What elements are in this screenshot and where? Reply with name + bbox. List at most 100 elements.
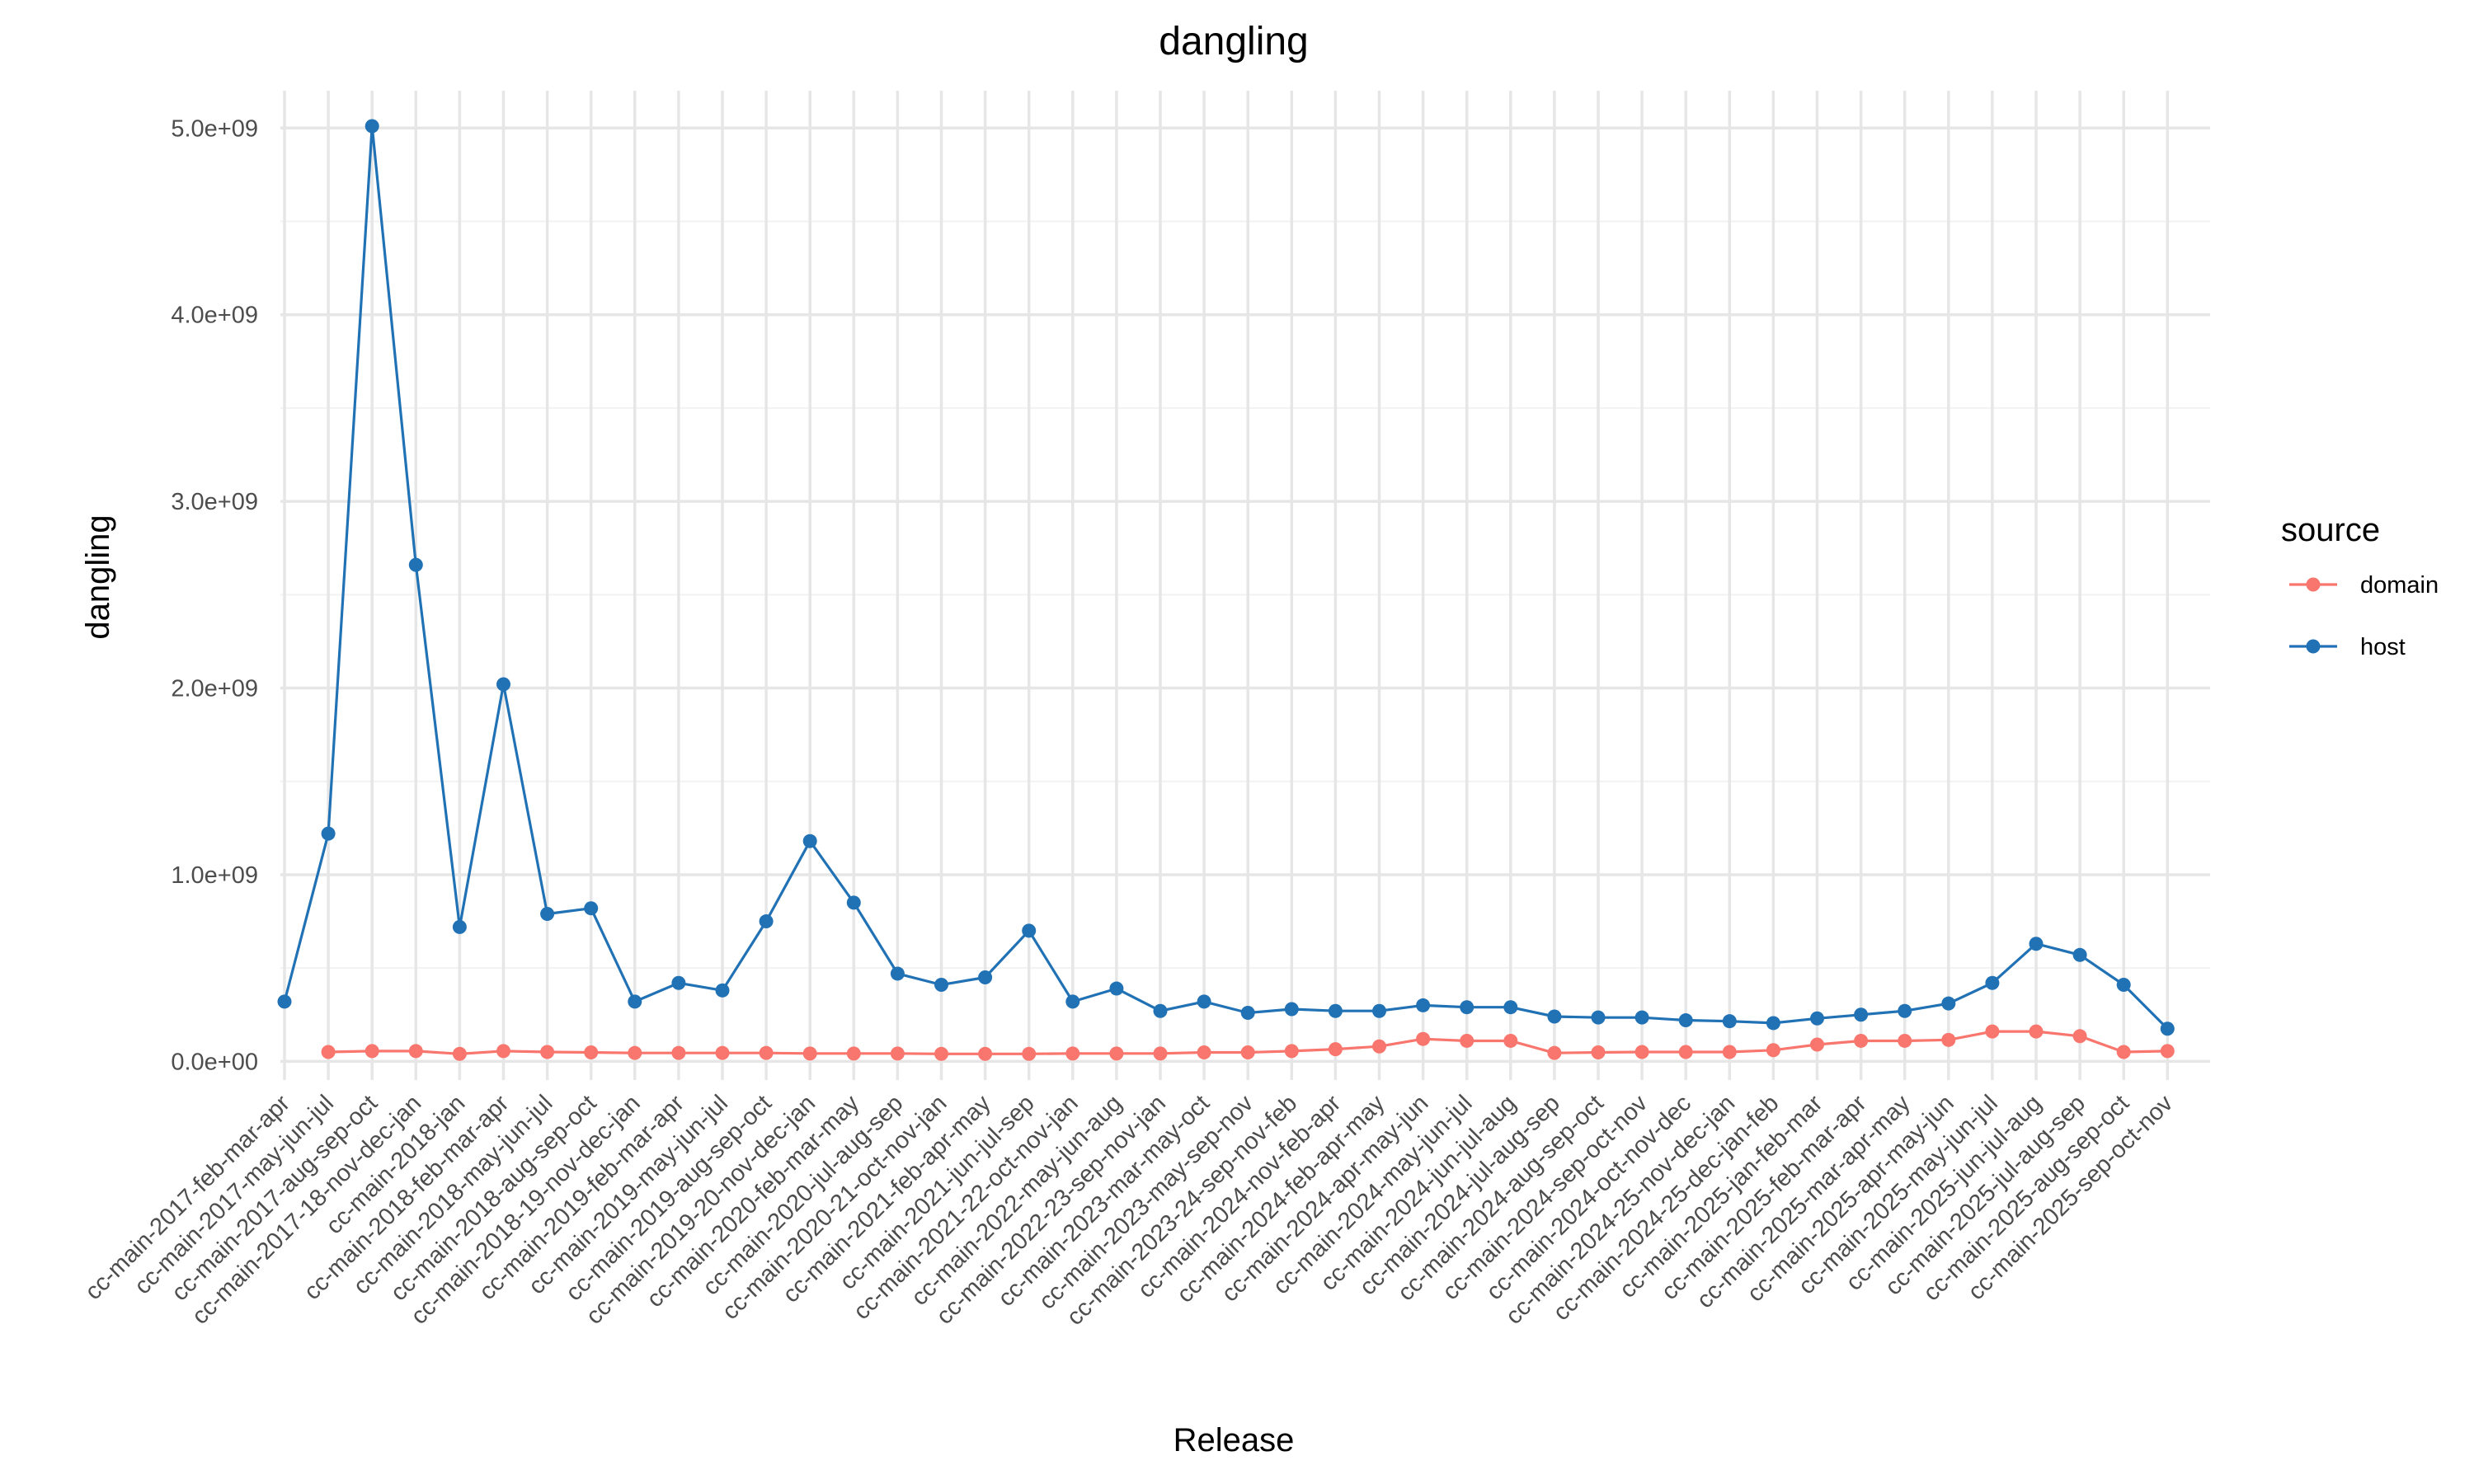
series-host <box>277 119 2175 1036</box>
data-point-host <box>1328 1003 1343 1018</box>
data-point-domain <box>1372 1039 1386 1054</box>
data-point-domain <box>1766 1043 1780 1058</box>
y-tick-label: 1.0e+09 <box>171 862 258 889</box>
data-point-host <box>846 895 861 910</box>
data-point-host <box>2160 1021 2175 1036</box>
data-point-host <box>496 677 510 692</box>
y-axis-title: dangling <box>80 514 116 639</box>
data-point-domain <box>321 1045 336 1059</box>
data-point-domain <box>1284 1044 1299 1059</box>
data-point-domain <box>1810 1037 1824 1052</box>
series-layer <box>277 119 2175 1061</box>
data-point-domain <box>1941 1032 1956 1047</box>
data-point-host <box>715 983 730 998</box>
data-point-host <box>408 557 423 572</box>
data-point-host <box>1284 1002 1299 1017</box>
data-point-host <box>321 826 336 841</box>
data-point-host <box>1854 1007 1869 1022</box>
legend-label: domain <box>2360 572 2439 599</box>
data-point-domain <box>452 1046 467 1061</box>
data-point-host <box>1898 1003 1912 1018</box>
y-tick-label: 5.0e+09 <box>171 115 258 142</box>
data-point-domain <box>628 1045 642 1060</box>
data-point-domain <box>540 1045 555 1059</box>
data-point-domain <box>1240 1045 1255 1059</box>
data-point-domain <box>1460 1033 1475 1048</box>
data-point-host <box>1197 994 1211 1009</box>
data-point-host <box>1591 1010 1606 1025</box>
y-tick-label: 2.0e+09 <box>171 676 258 702</box>
grid <box>280 91 2210 1080</box>
data-point-domain <box>759 1045 774 1060</box>
data-point-host <box>584 901 599 916</box>
data-point-domain <box>1854 1033 1869 1048</box>
data-point-host <box>1065 994 1080 1009</box>
data-point-domain <box>1328 1042 1343 1057</box>
data-point-domain <box>1678 1045 1693 1059</box>
data-point-host <box>1416 998 1431 1012</box>
y-axis-ticks: 0.0e+00 1.0e+09 2.0e+09 3.0e+09 4.0e+09 5.0e+… <box>171 115 258 1075</box>
data-point-host <box>759 914 774 929</box>
data-point-domain <box>715 1045 730 1060</box>
data-point-host <box>1985 975 2000 990</box>
data-point-domain <box>802 1046 817 1061</box>
data-point-domain <box>1065 1046 1080 1061</box>
data-point-domain <box>496 1044 510 1059</box>
legend: source domain host <box>2281 512 2439 660</box>
data-point-domain <box>2072 1029 2087 1044</box>
data-point-host <box>1634 1010 1649 1025</box>
data-point-host <box>452 919 467 934</box>
data-point-domain <box>1547 1045 1562 1060</box>
data-point-host <box>365 119 379 134</box>
data-point-host <box>671 975 686 990</box>
data-point-domain <box>1153 1046 1168 1061</box>
x-axis-title: Release <box>1174 1422 1295 1458</box>
x-axis-ticks: cc-main-2017-feb-mar-aprcc-main-2017-may… <box>80 1090 2178 1331</box>
data-point-host <box>1678 1013 1693 1028</box>
data-point-host <box>1153 1003 1168 1018</box>
series-line-host <box>283 124 2169 1030</box>
data-point-host <box>934 978 948 993</box>
data-point-host <box>1766 1016 1780 1031</box>
data-point-domain <box>1503 1033 1518 1048</box>
data-point-domain <box>2116 1045 2131 1059</box>
chart-title: dangling <box>1159 20 1309 63</box>
data-point-host <box>978 970 993 984</box>
data-point-host <box>890 966 905 981</box>
data-point-host <box>1372 1003 1386 1018</box>
data-point-host <box>1810 1011 1824 1026</box>
legend-key-point <box>2306 639 2321 654</box>
data-point-host <box>1109 981 1124 996</box>
data-point-domain <box>2160 1044 2175 1059</box>
data-point-domain <box>584 1045 599 1059</box>
data-point-host <box>2072 947 2087 962</box>
data-point-host <box>540 906 555 921</box>
data-point-host <box>1722 1014 1737 1029</box>
data-point-host <box>628 994 642 1009</box>
data-point-domain <box>890 1046 905 1061</box>
legend-label: host <box>2360 634 2406 660</box>
data-point-domain <box>1591 1045 1606 1059</box>
data-point-domain <box>934 1046 948 1061</box>
data-point-domain <box>1197 1045 1211 1059</box>
data-point-domain <box>2029 1024 2044 1039</box>
data-point-host <box>1240 1005 1255 1020</box>
data-point-host <box>1022 923 1037 938</box>
series-domain <box>321 1024 2175 1061</box>
data-point-domain <box>1416 1031 1431 1046</box>
data-point-domain <box>1634 1045 1649 1059</box>
y-tick-label: 3.0e+09 <box>171 489 258 515</box>
legend-key-point <box>2306 577 2321 592</box>
data-point-domain <box>1985 1024 2000 1039</box>
data-point-domain <box>1022 1046 1037 1061</box>
data-point-host <box>277 994 292 1009</box>
data-point-domain <box>846 1046 861 1061</box>
data-point-host <box>1941 996 1956 1011</box>
data-point-host <box>2116 978 2131 993</box>
data-point-domain <box>1109 1046 1124 1061</box>
y-tick-label: 4.0e+09 <box>171 303 258 329</box>
data-point-domain <box>978 1046 993 1061</box>
data-point-host <box>1547 1009 1562 1024</box>
